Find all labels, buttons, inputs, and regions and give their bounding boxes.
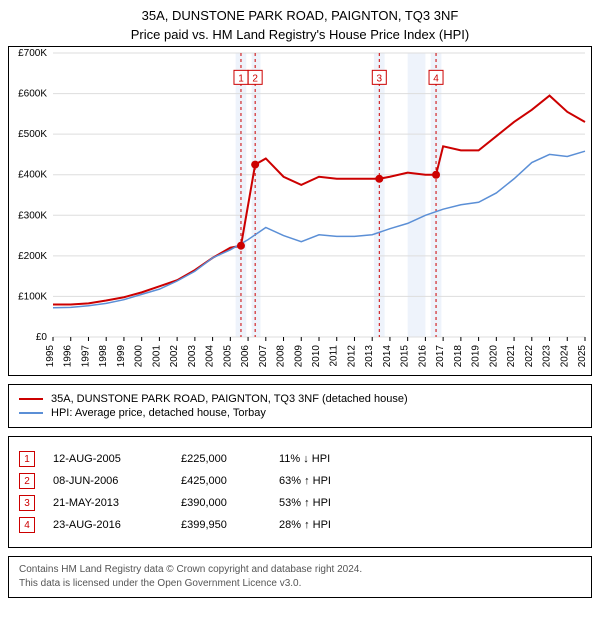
svg-text:1996: 1996 [63,345,74,368]
svg-text:2004: 2004 [205,345,216,368]
svg-text:2001: 2001 [151,345,162,368]
transaction-price: £225,000 [181,453,261,465]
legend-item: HPI: Average price, detached house, Torb… [19,407,581,419]
svg-text:1995: 1995 [45,345,56,368]
svg-text:3: 3 [377,73,383,84]
svg-text:1: 1 [238,73,244,84]
svg-text:£500K: £500K [18,129,47,140]
svg-text:1997: 1997 [80,345,91,368]
svg-text:2016: 2016 [417,345,428,368]
footer-line2: This data is licensed under the Open Gov… [19,577,581,591]
svg-text:4: 4 [433,73,439,84]
svg-text:2017: 2017 [435,345,446,368]
svg-text:2024: 2024 [559,345,570,368]
svg-text:£0: £0 [36,332,48,343]
svg-text:2000: 2000 [134,345,145,368]
svg-text:£700K: £700K [18,48,47,59]
svg-text:1999: 1999 [116,345,127,368]
svg-text:2018: 2018 [453,345,464,368]
svg-text:2011: 2011 [329,345,340,367]
svg-text:2005: 2005 [222,345,233,368]
svg-text:2002: 2002 [169,345,180,368]
svg-text:2021: 2021 [506,345,517,368]
svg-text:2015: 2015 [400,345,411,368]
svg-text:2020: 2020 [488,345,499,368]
transaction-date: 12-AUG-2005 [53,453,163,465]
svg-text:2009: 2009 [293,345,304,368]
svg-text:2022: 2022 [524,345,535,368]
svg-text:£200K: £200K [18,251,47,262]
transaction-date: 08-JUN-2006 [53,475,163,487]
transaction-date: 23-AUG-2016 [53,519,163,531]
svg-text:2003: 2003 [187,345,198,368]
chart-svg: £0 £100K £200K £300K £400K £500K £600K £700K 199… [9,47,591,375]
transaction-row: 2 08-JUN-2006 £425,000 63% ↑ HPI [19,473,581,489]
svg-text:2025: 2025 [577,345,588,368]
footer-attribution: Contains HM Land Registry data © Crown c… [8,556,592,598]
transaction-price: £399,950 [181,519,261,531]
svg-text:2013: 2013 [364,345,375,368]
transaction-row: 4 23-AUG-2016 £399,950 28% ↑ HPI [19,517,581,533]
title-line1: 35A, DUNSTONE PARK ROAD, PAIGNTON, TQ3 3… [8,8,592,23]
legend: 35A, DUNSTONE PARK ROAD, PAIGNTON, TQ3 3… [8,384,592,428]
svg-text:£100K: £100K [18,291,47,302]
transaction-marker: 2 [19,473,35,489]
legend-label: HPI: Average price, detached house, Torb… [51,407,266,419]
transaction-marker: 1 [19,451,35,467]
svg-text:2008: 2008 [276,345,287,368]
legend-item: 35A, DUNSTONE PARK ROAD, PAIGNTON, TQ3 3… [19,393,581,405]
svg-text:2007: 2007 [258,345,269,368]
transaction-marker: 3 [19,495,35,511]
chart-title: 35A, DUNSTONE PARK ROAD, PAIGNTON, TQ3 3… [8,8,592,42]
svg-text:2006: 2006 [240,345,251,368]
transaction-date: 21-MAY-2013 [53,497,163,509]
svg-text:£300K: £300K [18,210,47,221]
svg-text:1998: 1998 [98,345,109,368]
svg-text:2014: 2014 [382,345,393,368]
price-chart: £0 £100K £200K £300K £400K £500K £600K £700K 199… [8,46,592,376]
transaction-pct: 28% ↑ HPI [279,519,379,531]
footer-line1: Contains HM Land Registry data © Crown c… [19,563,581,577]
legend-label: 35A, DUNSTONE PARK ROAD, PAIGNTON, TQ3 3… [51,393,408,405]
transactions-table: 1 12-AUG-2005 £225,000 11% ↓ HPI 2 08-JUN-200… [8,436,592,548]
svg-text:£600K: £600K [18,89,47,100]
transaction-row: 3 21-MAY-2013 £390,000 53% ↑ HPI [19,495,581,511]
svg-text:2019: 2019 [471,345,482,368]
legend-swatch [19,398,43,400]
transaction-pct: 11% ↓ HPI [279,453,379,465]
transaction-price: £425,000 [181,475,261,487]
transaction-row: 1 12-AUG-2005 £225,000 11% ↓ HPI [19,451,581,467]
transaction-pct: 53% ↑ HPI [279,497,379,509]
transaction-pct: 63% ↑ HPI [279,475,379,487]
svg-text:£400K: £400K [18,170,47,181]
svg-text:2010: 2010 [311,345,322,368]
svg-text:2012: 2012 [346,345,357,368]
transaction-marker: 4 [19,517,35,533]
svg-text:2023: 2023 [542,345,553,368]
svg-text:2: 2 [252,73,258,84]
legend-swatch [19,412,43,414]
title-line2: Price paid vs. HM Land Registry's House … [8,27,592,42]
transaction-price: £390,000 [181,497,261,509]
